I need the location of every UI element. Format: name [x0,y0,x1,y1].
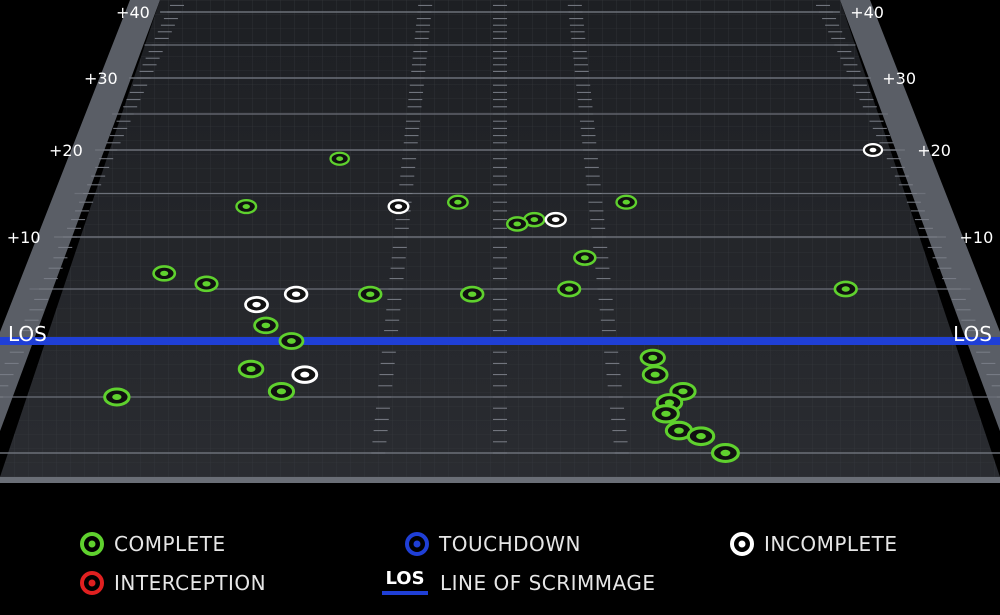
los-key-text: LOS [385,568,425,589]
pass-point-center [300,371,310,378]
yardline-label-left: +40 [116,3,150,22]
pass-point-center [551,217,560,223]
pass-point-center [160,270,169,277]
touchdown-ring-icon [405,532,429,556]
complete-pass-point [686,426,716,447]
pass-point-center [664,399,675,406]
complete-pass-point [253,316,279,335]
yardline-label-left: +10 [7,228,41,247]
complete-pass-point [235,198,258,215]
incomplete-pass-point [283,285,309,303]
left-sideline [0,0,160,432]
complete-pass-point [152,265,177,282]
football-field-chart: +40 +30 +20 +10 LOS +40 +30 +20 +10 LOS [0,0,1000,483]
legend-complete: COMPLETE [80,532,226,556]
yardline-label-left: +30 [84,69,118,88]
pass-point-center [696,433,706,440]
complete-pass-point [556,280,582,298]
pass-point-center [580,255,589,261]
los-key-bar [382,591,428,595]
complete-pass-point [664,420,694,441]
pass-point-center [565,286,574,292]
pass-point-center [366,291,375,297]
legend-complete-label: COMPLETE [114,532,226,556]
incomplete-pass-point [244,296,269,314]
complete-pass-point [267,381,296,401]
pass-point-center [276,388,287,395]
pass-point-center [242,204,250,209]
interception-ring-icon [80,571,104,595]
pass-point-center [648,354,658,361]
complete-pass-point [358,285,383,303]
pass-point-center [661,410,671,417]
pass-point-center [261,322,271,329]
complete-pass-point [237,359,265,379]
yardline-label-right: +40 [850,3,884,22]
incomplete-pass-point [291,365,319,384]
pass-point-center [650,371,660,378]
pass-point-center [112,393,122,401]
pass-point-center [678,388,688,395]
complete-pass-point [278,332,305,350]
complete-ring-icon [80,532,104,556]
complete-pass-point [103,387,131,407]
yardline-label-left: LOS [8,322,47,346]
legend-los: LOS LINE OF SCRIMMAGE [380,570,656,595]
pass-point-center [336,156,344,161]
complete-pass-point [615,194,638,210]
complete-pass-point [641,365,669,384]
field-bottom-edge [0,477,1000,483]
pass-point-center [513,221,522,227]
yardline-label-right: +30 [882,69,916,88]
pass-point-center [869,147,877,153]
pass-point-center [720,449,731,457]
legend-interception: INTERCEPTION [80,571,266,595]
yardline-label-left: +20 [49,141,83,160]
pass-point-center [468,291,477,297]
incomplete-pass-point [387,198,410,215]
yardline-label-right: +10 [959,228,993,247]
complete-pass-point [194,275,219,293]
incomplete-pass-point [862,142,884,158]
complete-pass-point [652,404,680,424]
pass-point-center [674,427,684,434]
complete-pass-point [329,151,350,166]
legend-touchdown-label: TOUCHDOWN [439,532,581,556]
pass-point-center [246,366,256,372]
complete-pass-point [710,442,740,464]
pass-point-center [291,291,301,297]
complete-pass-point [459,285,485,303]
pass-point-center [287,338,296,344]
legend-interception-label: INTERCEPTION [114,571,267,595]
yardline-label-right: +20 [917,141,951,160]
pass-point-center [252,301,261,308]
legend-los-label: LINE OF SCRIMMAGE [440,570,656,595]
complete-pass-point [833,280,858,298]
pass-point-center [202,281,211,287]
los-key-icon: LOS [380,570,430,595]
complete-pass-point [506,216,529,232]
incomplete-pass-point [544,211,567,228]
pass-point-center [530,217,539,223]
pass-point-center [622,199,630,205]
legend: COMPLETE TOUCHDOWN INCOMPLETE INTERCEPTI… [0,490,1000,615]
legend-touchdown: TOUCHDOWN [405,532,581,556]
line-of-scrimmage [0,337,1000,345]
complete-pass-point [446,194,469,210]
pass-point-center [841,286,850,292]
complete-pass-point [573,249,597,266]
pass-point-center [394,204,403,209]
incomplete-ring-icon [730,532,754,556]
yardline-label-right: LOS [953,322,992,346]
legend-incomplete-label: INCOMPLETE [764,532,898,556]
complete-pass-point [639,348,666,367]
turf-grid [0,0,1000,477]
legend-incomplete: INCOMPLETE [730,532,898,556]
pass-point-center [454,199,462,205]
right-sideline [840,0,1000,432]
